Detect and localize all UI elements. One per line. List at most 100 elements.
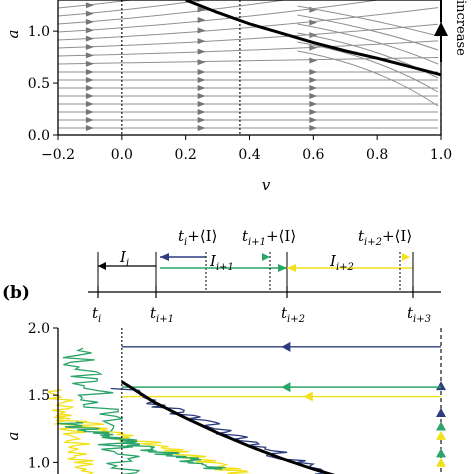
y-tick-label: 1.5 [28, 388, 50, 404]
streamline-arrow [85, 52, 94, 59]
timeline-tick-label: ti [92, 304, 101, 325]
trajectory [47, 387, 95, 474]
up-marker [436, 448, 446, 458]
streamline-arrow [197, 69, 206, 75]
streamline-arrow [85, 60, 94, 67]
streamline-arrow [85, 85, 94, 91]
streamline-arrow [309, 117, 318, 123]
x-tick-label: 0.6 [302, 147, 324, 163]
y-tick-label: 0.0 [28, 128, 50, 144]
streamline-arrow [309, 109, 318, 115]
increase-arrow-head [434, 22, 448, 36]
streamline-arrow [85, 27, 94, 34]
up-marker [436, 408, 446, 418]
nullcline-curve-b [121, 380, 336, 474]
trajectory [57, 421, 226, 470]
interval-label: Ii+2 [329, 252, 354, 273]
streamline [57, 40, 439, 57]
streamline-arrow [85, 101, 94, 107]
streamline-arrow [85, 117, 94, 123]
streamlines [57, 0, 439, 131]
series-line [185, 0, 442, 77]
streamline [57, 0, 135, 9]
streamline-arrow [85, 35, 94, 42]
interval-label: Ii [119, 248, 129, 269]
streamline-arrow [197, 101, 206, 107]
up-marker [436, 421, 446, 431]
streamline-arrow [85, 125, 94, 131]
timeline-tick-label: ti+2 [281, 304, 305, 325]
streamline-arrow [197, 117, 206, 123]
streamline-arrow [197, 59, 206, 66]
streamline-arrow [85, 18, 94, 25]
streamline-arrow [85, 10, 94, 17]
reset-arrowhead [303, 391, 313, 402]
y-tick-label: 1.0 [28, 24, 50, 40]
increase-label: increase [453, 0, 468, 56]
interval-arrow-yellow [287, 264, 296, 272]
trajectory [110, 387, 330, 474]
streamline-arrow [309, 85, 318, 91]
trajectories [47, 328, 442, 474]
up-marker [436, 430, 446, 440]
streamline-arrow [197, 77, 206, 83]
streamline-arrow [197, 27, 206, 34]
streamline [297, 14, 439, 51]
interval-arrowhead-small [402, 253, 410, 261]
timeline-tick-label: ti+3 [407, 304, 431, 325]
offset-label: ti+2+⟨I⟩ [358, 227, 412, 248]
panel-b: 1.0 1.5 2.0 a [4, 321, 446, 474]
trajectory [62, 347, 141, 474]
streamline-arrow [309, 19, 318, 26]
x-tick-label: −0.2 [41, 147, 75, 163]
streamline-arrow [85, 93, 94, 99]
streamline [297, 23, 439, 65]
interval-arrow-green [278, 264, 287, 272]
streamline-arrow [85, 2, 94, 9]
streamline-arrow [85, 44, 94, 51]
streamline [297, 5, 439, 37]
y-axis-label-a: a [4, 30, 22, 39]
x-tick-label: 1.0 [430, 147, 452, 163]
streamline [297, 50, 439, 107]
streamline-arrow [197, 109, 206, 115]
timeline-intervals: Ii Ii+1 Ii+2 ti+⟨I⟩ ti+1+⟨I⟩ ti+2+⟨I⟩ [97, 227, 414, 292]
up-marker [436, 457, 446, 467]
interval-arrow [98, 262, 106, 270]
streamline [57, 0, 382, 33]
vertical-dotted-lines [121, 0, 442, 135]
streamline-arrow [309, 125, 318, 131]
reset-arrows [121, 341, 446, 467]
interval-arrow-blue [160, 253, 169, 261]
streamline-arrow [197, 17, 206, 24]
streamline [297, 41, 439, 93]
x-tick-label: 0.0 [111, 147, 133, 163]
streamline-arrow [309, 69, 318, 75]
x-tick-label: 0.2 [175, 147, 197, 163]
streamline-arrow [197, 48, 206, 55]
x-tick-label: 0.8 [366, 147, 388, 163]
timeline: (b) ti ti+1 ti+2 ti+3 Ii Ii+1 Ii+2 ti+⟨I⟩ ti+1+… [2, 227, 441, 325]
up-marker [436, 381, 446, 391]
y-tick-label: 1.0 [28, 455, 50, 471]
streamline-arrow [197, 6, 206, 13]
streamline-arrow [309, 101, 318, 107]
streamline-arrow [197, 38, 206, 45]
streamline [57, 0, 208, 17]
axes-frame-a [57, 0, 442, 136]
y-tick-label: 0.5 [28, 76, 50, 92]
streamline-arrow [197, 93, 206, 99]
interval-label: Ii+1 [209, 252, 234, 273]
streamline [57, 7, 439, 41]
streamline-arrow [197, 85, 206, 91]
streamline-arrow [309, 57, 318, 64]
offset-label: ti+⟨I⟩ [178, 227, 217, 248]
streamline [57, 23, 439, 49]
reset-arrowhead [281, 382, 291, 393]
panel-label-b: (b) [2, 283, 30, 303]
timeline-tick-label: ti+1 [150, 304, 174, 325]
streamline [57, 0, 288, 25]
nullcline-curve [185, 0, 442, 77]
streamline-arrow [85, 69, 94, 75]
